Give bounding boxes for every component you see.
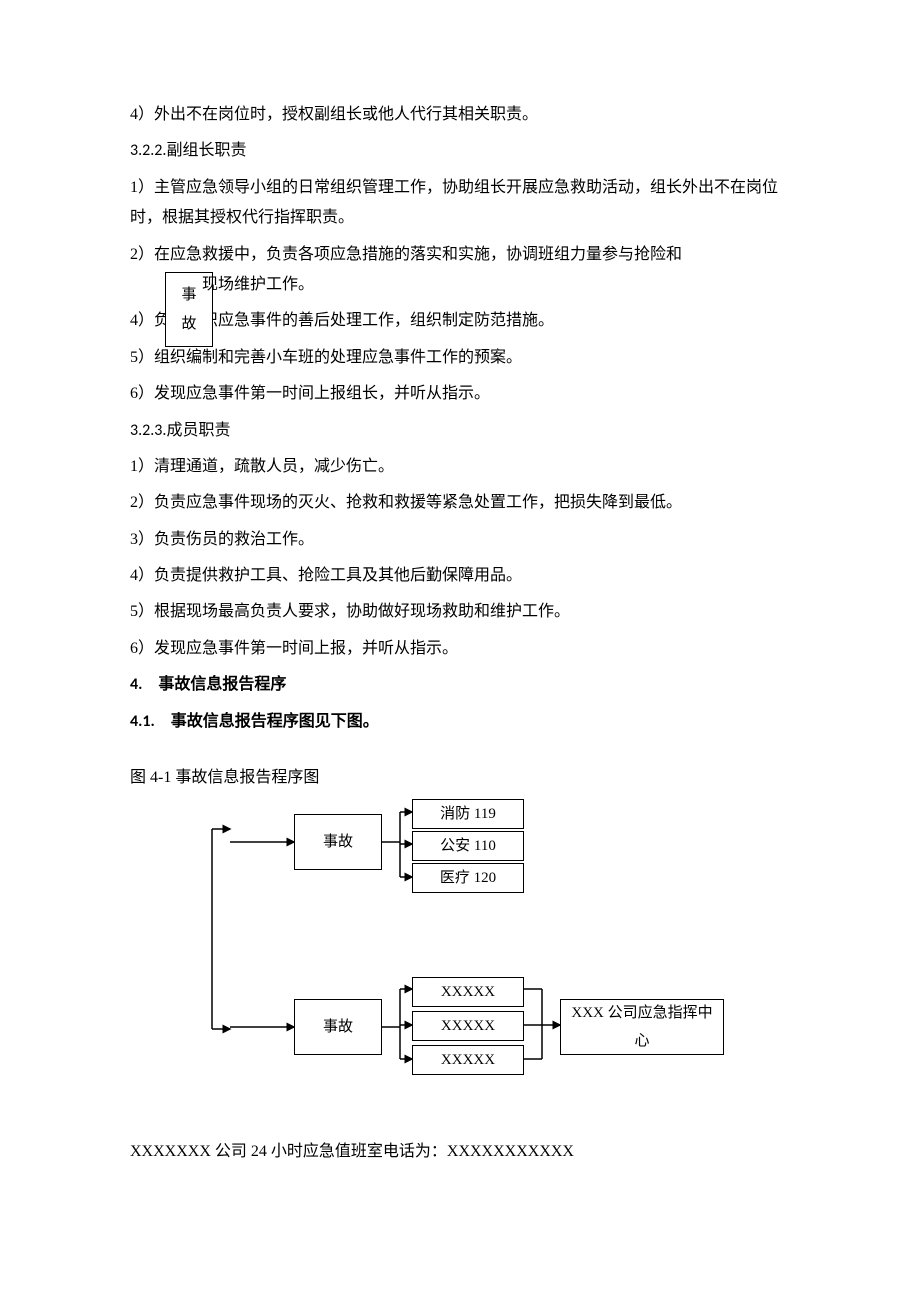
para-3-2-2-5: 5）组织编制和完善小车班的处理应急事件工作的预案。 bbox=[130, 343, 790, 373]
flow-node-x1: XXXXX bbox=[412, 977, 524, 1007]
flow-node-acc1: 事故 bbox=[294, 814, 382, 870]
para-3-2-2-2-line1: 在应急救援中，负责各项应急措施的落实和实施，协调班组力量参与抢险和 bbox=[154, 246, 682, 263]
heading-3-2-3: 3.2.3.成员职责 bbox=[130, 416, 790, 446]
flow-node-x2: XXXXX bbox=[412, 1011, 524, 1041]
flow-node-police: 公安 110 bbox=[412, 831, 524, 861]
flow-node-med: 医疗 120 bbox=[412, 863, 524, 893]
para-3-2-3-2: 2）负责应急事件现场的灭火、抢救和救援等紧急处置工作，把损失降到最低。 bbox=[130, 488, 790, 518]
footer-phone: XXXXXXX 公司 24 小时应急值班室电话为：XXXXXXXXXXX bbox=[130, 1137, 790, 1167]
figure-caption: 图 4-1 事故信息报告程序图 bbox=[130, 763, 790, 793]
para-4: 4）外出不在岗位时，授权副组长或他人代行其相关职责。 bbox=[130, 100, 790, 130]
heading-3-2-2: 3.2.2.副组长职责 bbox=[130, 136, 790, 166]
para-3-2-2-2: 2）在应急救援中，负责各项应急措施的落实和实施，协调班组力量参与抢险和 救 现场… bbox=[130, 240, 790, 301]
flowchart-figure: 事故消防 119公安 110医疗 120事故XXXXXXXXXXXXXXXXXX… bbox=[130, 799, 790, 1119]
heading-4: 4. 事故信息报告程序 bbox=[130, 670, 790, 700]
heading-4-1: 4.1. 事故信息报告程序图见下图。 bbox=[130, 707, 790, 737]
flow-node-x3: XXXXX bbox=[412, 1045, 524, 1075]
para-3-2-2-2-num: 2） bbox=[130, 246, 154, 263]
para-3-2-2-2-line2: 现场维护工作。 bbox=[202, 276, 314, 293]
para-3-2-3-4: 4）负责提供救护工具、抢险工具及其他后勤保障用品。 bbox=[130, 561, 790, 591]
flow-node-acc2: 事故 bbox=[294, 999, 382, 1055]
para-3-2-2-1: 1）主管应急领导小组的日常组织管理工作，协助组长开展应急救助活动，组长外出不在岗… bbox=[130, 173, 790, 234]
para-3-2-3-6: 6）发现应急事件第一时间上报，并听从指示。 bbox=[130, 634, 790, 664]
flow-node-fire: 消防 119 bbox=[412, 799, 524, 829]
para-3-2-3-1: 1）清理通道，疏散人员，减少伤亡。 bbox=[130, 452, 790, 482]
para-3-2-2-6: 6）发现应急事件第一时间上报组长，并听从指示。 bbox=[130, 379, 790, 409]
para-3-2-3-5: 5）根据现场最高负责人要求，协助做好现场救助和维护工作。 bbox=[130, 597, 790, 627]
para-3-2-2-4: 4）负责组织应急事件的善后处理工作，组织制定防范措施。 bbox=[130, 306, 790, 336]
flow-node-center: XXX 公司应急指挥中心 bbox=[560, 999, 724, 1055]
para-3-2-3-3: 3）负责伤员的救治工作。 bbox=[130, 525, 790, 555]
